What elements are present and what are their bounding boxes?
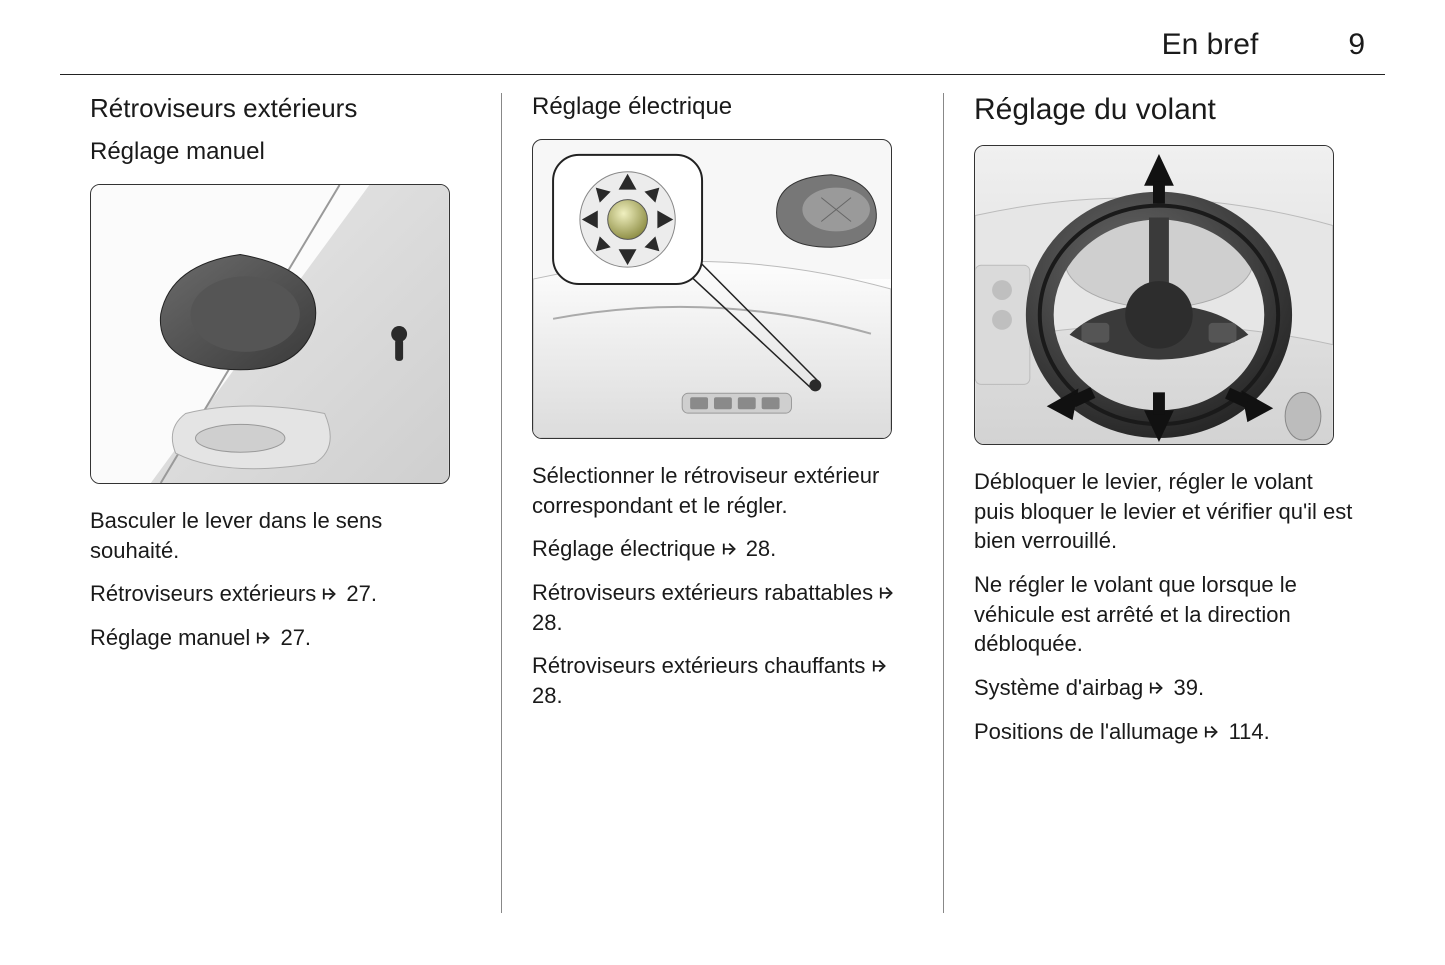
- illustration-steering-wheel: [974, 145, 1334, 445]
- column-3: Réglage du volant: [943, 93, 1385, 913]
- col2-ref3: Rétroviseurs extérieurs chauffants 28.: [532, 651, 913, 710]
- col2-ref1: Réglage électrique 28.: [532, 534, 913, 564]
- page-number: 9: [1348, 28, 1365, 62]
- col1-title: Rétroviseurs extérieurs: [90, 93, 471, 124]
- illustration-mirror-electric: [532, 139, 892, 439]
- crossref-icon: [722, 540, 740, 558]
- crossref-icon: [322, 585, 340, 603]
- col3-title: Réglage du volant: [974, 93, 1355, 127]
- column-1: Rétroviseurs extérieurs Réglage manuel: [60, 93, 501, 913]
- crossref-icon: [1204, 723, 1222, 741]
- column-2: Réglage électrique: [501, 93, 943, 913]
- illustration-mirror-manual: [90, 184, 450, 484]
- col2-ref2: Rétroviseurs extérieurs rabattables 28.: [532, 578, 913, 637]
- section-title: En bref: [1162, 28, 1259, 62]
- header-rule: [60, 74, 1385, 75]
- col3-ref2: Positions de l'allumage 114.: [974, 717, 1355, 747]
- crossref-icon: [1149, 679, 1167, 697]
- col1-ref1: Rétroviseurs extérieurs 27.: [90, 579, 471, 609]
- content-columns: Rétroviseurs extérieurs Réglage manuel: [60, 93, 1385, 913]
- col3-p2: Ne régler le volant que lorsque le véhic…: [974, 570, 1355, 659]
- crossref-icon: [879, 584, 897, 602]
- crossref-icon: [872, 657, 890, 675]
- col2-subtitle: Réglage électrique: [532, 93, 913, 121]
- crossref-icon: [256, 629, 274, 647]
- col3-p1: Débloquer le levier, régler le volant pu…: [974, 467, 1355, 556]
- col1-p1: Basculer le lever dans le sens souhaité.: [90, 506, 471, 565]
- col3-ref1: Système d'airbag 39.: [974, 673, 1355, 703]
- page-header: En bref 9: [60, 28, 1385, 70]
- col2-p1: Sélectionner le rétroviseur extérieur co…: [532, 461, 913, 520]
- col1-subtitle: Réglage manuel: [90, 138, 471, 166]
- col1-ref2: Réglage manuel 27.: [90, 623, 471, 653]
